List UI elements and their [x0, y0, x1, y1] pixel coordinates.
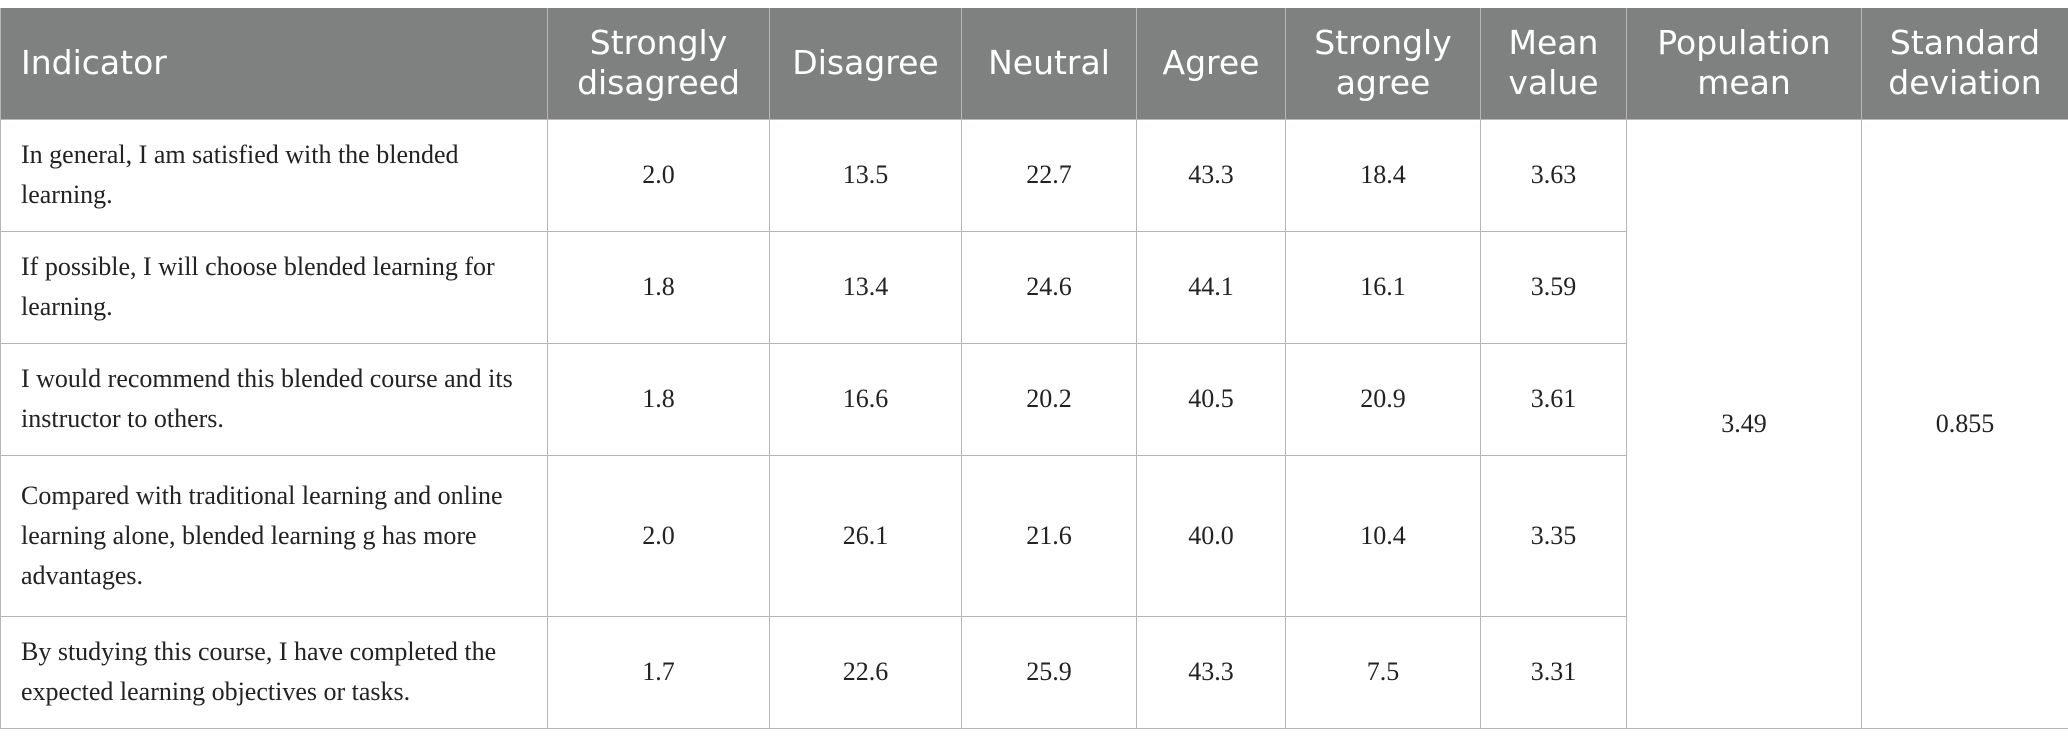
header-mean-value: Mean value	[1480, 8, 1627, 119]
population-mean-cell: 3.49	[1626, 118, 1862, 729]
header-strongly-disagreed: Strongly disagreed	[547, 8, 770, 119]
table-body: In general, I am satisfied with the blen…	[0, 118, 2068, 729]
indicator-cell: By studying this course, I have complete…	[0, 615, 548, 729]
header-row: Indicator Strongly disagreed Disagree Ne…	[0, 8, 2068, 119]
disagree-cell: 13.5	[769, 118, 962, 232]
agree-cell: 44.1	[1136, 230, 1286, 344]
neutral-cell: 22.7	[961, 118, 1137, 232]
mean-value-cell: 3.61	[1480, 342, 1627, 456]
indicator-cell: I would recommend this blended course an…	[0, 342, 548, 456]
header-population-mean: Population mean	[1626, 8, 1862, 119]
header-disagree: Disagree	[769, 8, 962, 119]
table-header: Indicator Strongly disagreed Disagree Ne…	[0, 8, 2068, 119]
disagree-cell: 22.6	[769, 615, 962, 729]
strongly-agree-cell: 20.9	[1285, 342, 1481, 456]
strongly-disagreed-cell: 2.0	[547, 118, 770, 232]
agree-cell: 40.0	[1136, 454, 1286, 617]
header-neutral: Neutral	[961, 8, 1137, 119]
mean-value-cell: 3.59	[1480, 230, 1627, 344]
neutral-cell: 20.2	[961, 342, 1137, 456]
header-standard-deviation: Standard deviation	[1861, 8, 2068, 119]
neutral-cell: 24.6	[961, 230, 1137, 344]
indicator-cell: In general, I am satisfied with the blen…	[0, 118, 548, 232]
standard-deviation-cell: 0.855	[1861, 118, 2068, 729]
header-agree: Agree	[1136, 8, 1286, 119]
strongly-agree-cell: 10.4	[1285, 454, 1481, 617]
survey-table: Indicator Strongly disagreed Disagree Ne…	[0, 8, 2068, 729]
neutral-cell: 25.9	[961, 615, 1137, 729]
disagree-cell: 16.6	[769, 342, 962, 456]
table-row: Compared with traditional learning and o…	[0, 454, 2068, 617]
indicator-cell: If possible, I will choose blended learn…	[0, 230, 548, 344]
disagree-cell: 13.4	[769, 230, 962, 344]
header-strongly-agree: Strongly agree	[1285, 8, 1481, 119]
agree-cell: 40.5	[1136, 342, 1286, 456]
strongly-agree-cell: 16.1	[1285, 230, 1481, 344]
table-row: In general, I am satisfied with the blen…	[0, 118, 2068, 729]
mean-value-cell: 3.31	[1480, 615, 1627, 729]
strongly-disagreed-cell: 2.0	[547, 454, 770, 617]
header-indicator: Indicator	[0, 8, 548, 119]
neutral-cell: 21.6	[961, 454, 1137, 617]
table-row: By studying this course, I have complete…	[0, 615, 2068, 729]
table-row: I would recommend this blended course an…	[0, 342, 2068, 456]
disagree-cell: 26.1	[769, 454, 962, 617]
strongly-disagreed-cell: 1.8	[547, 230, 770, 344]
agree-cell: 43.3	[1136, 615, 1286, 729]
mean-value-cell: 3.63	[1480, 118, 1627, 232]
strongly-agree-cell: 7.5	[1285, 615, 1481, 729]
strongly-disagreed-cell: 1.7	[547, 615, 770, 729]
table-row: If possible, I will choose blended learn…	[0, 230, 2068, 344]
strongly-agree-cell: 18.4	[1285, 118, 1481, 232]
strongly-disagreed-cell: 1.8	[547, 342, 770, 456]
agree-cell: 43.3	[1136, 118, 1286, 232]
mean-value-cell: 3.35	[1480, 454, 1627, 617]
indicator-cell: Compared with traditional learning and o…	[0, 454, 548, 617]
